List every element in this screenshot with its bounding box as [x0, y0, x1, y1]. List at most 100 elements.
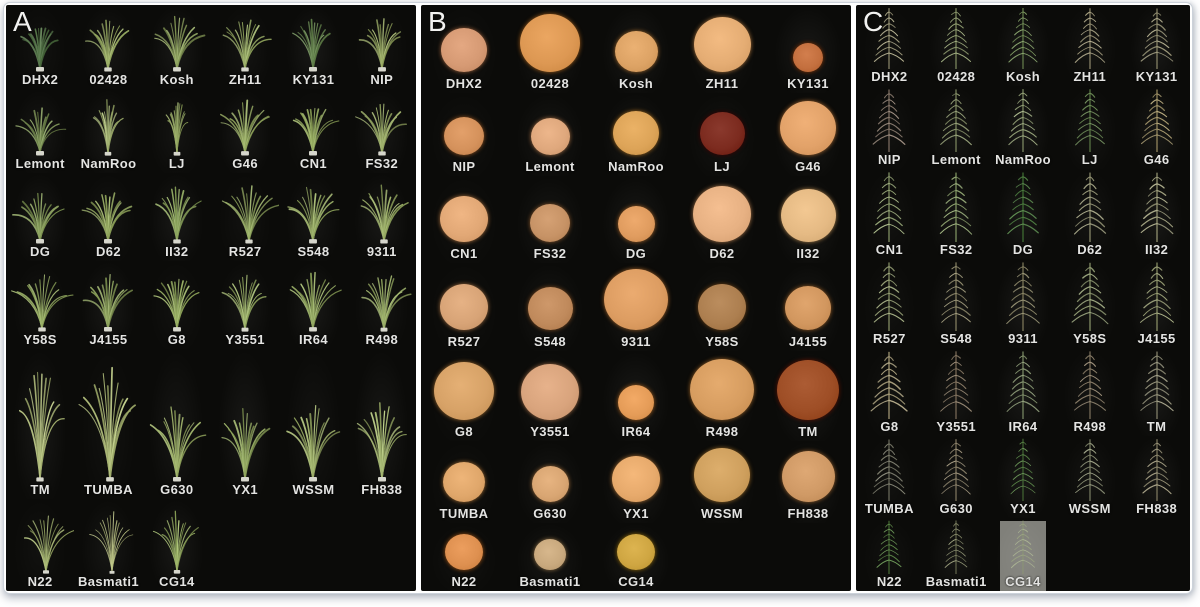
figure-cell: IR64	[990, 348, 1057, 436]
figure-cell	[1056, 518, 1123, 591]
pot-marker	[377, 477, 386, 482]
grain-pile-circle	[693, 17, 751, 72]
figure-cell: IR64	[279, 261, 347, 349]
rice-panicle-image	[876, 520, 902, 574]
rice-plant-image	[165, 102, 189, 156]
variety-label: S548	[297, 244, 330, 259]
figure-cell: J4155	[74, 261, 142, 349]
variety-label: WSSM	[700, 506, 744, 521]
figure-cell	[211, 499, 279, 591]
figure-cell: FS32	[348, 89, 416, 173]
rice-panicle-image	[1010, 520, 1035, 574]
figure-cell: R527	[856, 259, 923, 348]
rice-plant-image	[19, 371, 65, 482]
variety-label: DG	[30, 244, 51, 259]
rice-plant-image	[11, 274, 74, 332]
rice-panicle-image	[1008, 89, 1038, 152]
figure-cell	[1123, 518, 1190, 591]
grain-pile-circle	[434, 362, 494, 420]
figure-cell: WSSM	[679, 441, 765, 523]
figure-cell: Y58S	[679, 263, 765, 351]
figure-cell: CN1	[279, 89, 347, 173]
variety-label: G8	[454, 424, 474, 439]
pot-marker	[241, 477, 250, 482]
rice-panicle-image	[941, 262, 972, 331]
figure-row: N22 Basmati1 CG14	[421, 523, 851, 591]
rice-varieties-figure: A DHX2 02428 Kosh ZH11 KY131 NIP Lemont NamRoo L…	[3, 2, 1193, 594]
pot-marker	[43, 570, 49, 574]
rice-panicle-image	[874, 8, 905, 69]
pot-marker	[309, 327, 318, 332]
panel-b-grains: B DHX2 02428 Kosh ZH11 KY131 NIP Lemont NamRoo L…	[421, 5, 851, 591]
variety-label: G630	[533, 506, 567, 521]
figure-cell: LJ	[143, 89, 211, 173]
figure-cell: YX1	[990, 436, 1057, 518]
figure-cell: TUMBA	[856, 436, 923, 518]
figure-cell: Y3551	[507, 351, 593, 441]
variety-label: IR64	[298, 332, 328, 347]
grain-pile-circle	[781, 451, 835, 502]
variety-label: FH838	[361, 482, 403, 497]
variety-label: Kosh	[159, 72, 194, 87]
variety-label: J4155	[788, 334, 828, 349]
panel-a-plants: A DHX2 02428 Kosh ZH11 KY131 NIP Lemont NamRoo L…	[6, 5, 416, 591]
pot-marker	[105, 151, 112, 156]
figure-cell: R498	[348, 261, 416, 349]
figure-cell: FH838	[348, 349, 416, 499]
figure-cell: TUMBA	[421, 441, 507, 523]
figure-cell: CG14	[593, 523, 679, 591]
variety-label: Lemont	[931, 152, 981, 167]
rice-panicle-image	[1140, 89, 1173, 152]
grain-pile-circle	[604, 269, 668, 330]
grain-pile-circle	[793, 43, 823, 72]
rice-plant-image	[20, 27, 59, 72]
variety-label: Basmati1	[519, 574, 581, 589]
figure-cell: Lemont	[923, 86, 990, 169]
variety-label: TUMBA	[84, 482, 133, 497]
variety-label: KY131	[1135, 69, 1178, 84]
figure-cell: Kosh	[593, 5, 679, 93]
rice-plant-image	[360, 184, 409, 244]
pot-marker	[173, 239, 181, 244]
pot-marker	[309, 477, 318, 482]
rice-plant-image	[89, 511, 134, 574]
panel-c-letter: C	[863, 6, 885, 37]
variety-label: Y3551	[225, 332, 265, 347]
pot-marker	[36, 477, 44, 482]
figure-cell: FH838	[765, 441, 851, 523]
figure-cell: CN1	[856, 169, 923, 259]
rice-panicle-image	[1140, 8, 1173, 69]
rice-panicle-image	[1074, 8, 1105, 69]
figure-row: R527 S548 9311 Y58S J4155	[856, 259, 1190, 348]
variety-label: N22	[876, 574, 902, 589]
figure-cell: 02428	[923, 5, 990, 86]
variety-label: YX1	[623, 506, 649, 521]
pot-marker	[38, 327, 46, 332]
rice-plant-image	[356, 402, 407, 482]
figure-cell: 02428	[74, 5, 142, 89]
variety-label: D62	[95, 244, 122, 259]
variety-label: KY131	[787, 76, 829, 91]
grain-pile-circle	[618, 385, 654, 420]
figure-cell: Y3551	[923, 348, 990, 436]
figure-row: CN1 FS32 DG D62 II32	[856, 169, 1190, 259]
variety-label: R527	[228, 244, 262, 259]
figure-cell: Basmati1	[923, 518, 990, 591]
variety-label: DG	[625, 246, 647, 261]
figure-cell: YX1	[211, 349, 279, 499]
rice-panicle-image	[1006, 351, 1040, 419]
pot-marker	[36, 151, 45, 156]
variety-label: II32	[165, 244, 189, 259]
variety-label: N22	[451, 574, 477, 589]
grain-pile-circle	[440, 284, 488, 330]
variety-label: LJ	[714, 159, 730, 174]
rice-panicle-image	[873, 439, 906, 501]
figure-cell: Lemont	[507, 93, 593, 176]
figure-cell: G630	[923, 436, 990, 518]
variety-label: Y58S	[23, 332, 57, 347]
figure-cell: N22	[856, 518, 923, 591]
variety-label: FS32	[533, 246, 567, 261]
pot-marker	[172, 327, 181, 332]
variety-label: D62	[1077, 242, 1103, 257]
figure-cell: Y58S	[6, 261, 74, 349]
